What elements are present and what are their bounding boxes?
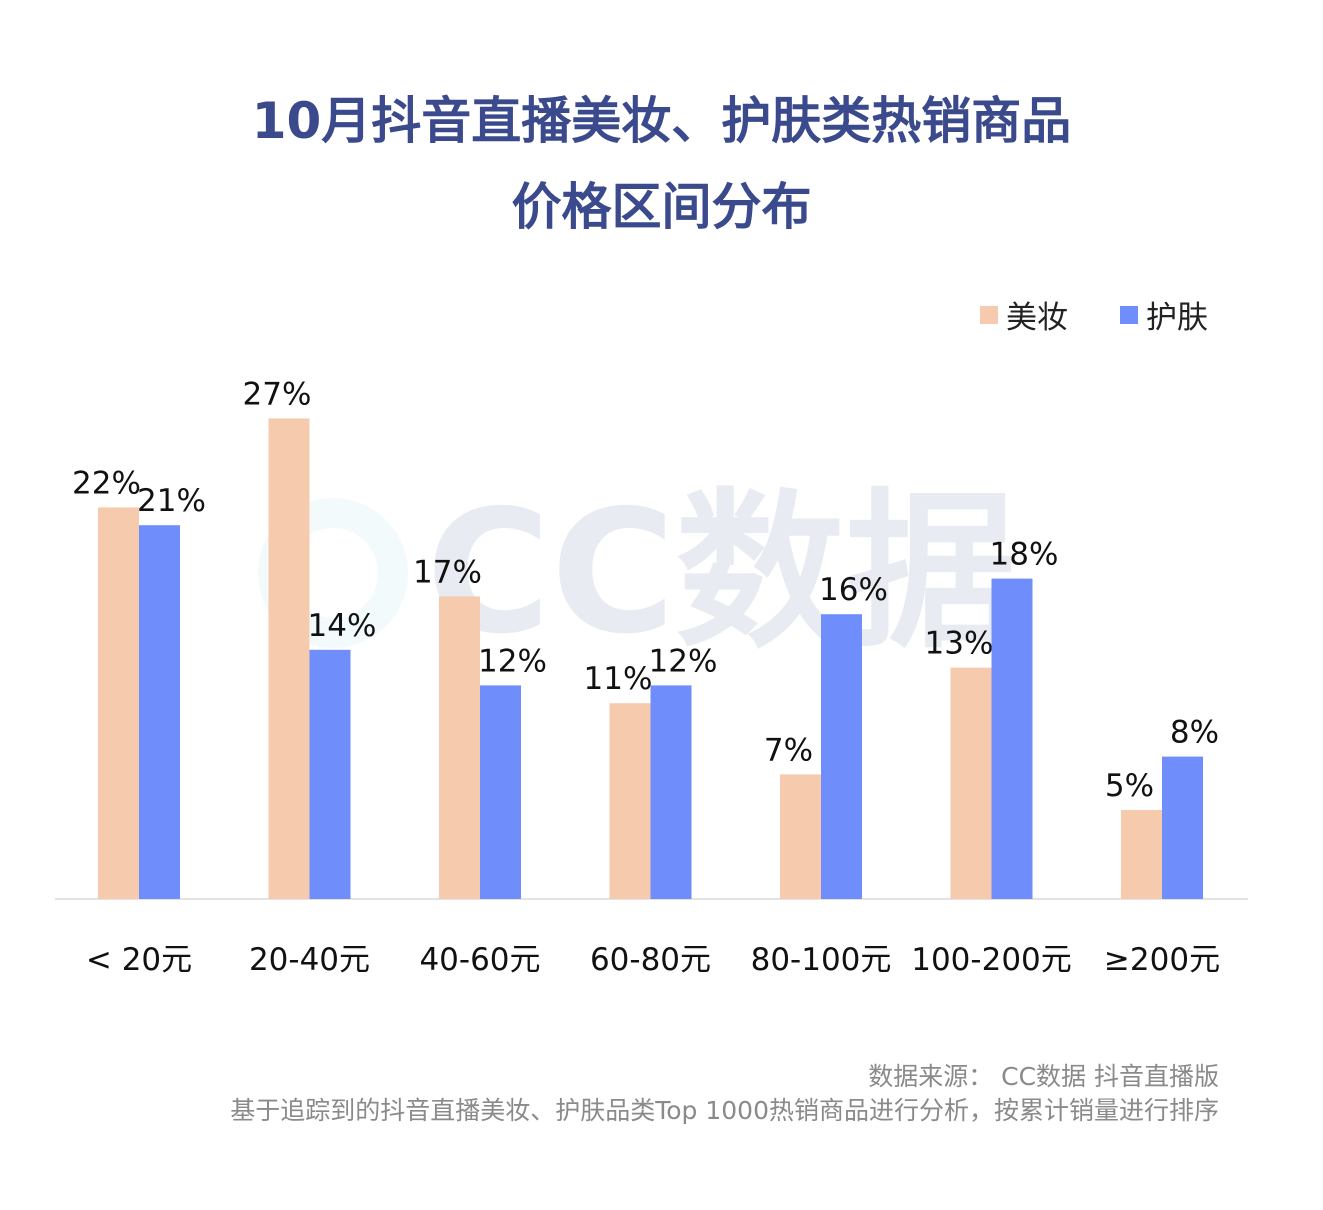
bar-skincare	[650, 685, 692, 899]
bar-makeup	[780, 774, 821, 899]
x-tick-label: 80-100元	[751, 942, 892, 978]
legend-label-makeup: 美妆	[1006, 300, 1068, 336]
chart-title: 10月抖音直播美妆、护肤类热销商品 价格区间分布	[0, 78, 1323, 250]
legend: 美妆 护肤	[980, 292, 1208, 337]
source-note: 数据来源： CC数据 抖音直播版 基于追踪到的抖音直播美妆、护肤品类Top 10…	[230, 1060, 1219, 1128]
bar-makeup	[609, 703, 651, 899]
data-label-makeup: 13%	[925, 626, 994, 662]
legend-item-makeup: 美妆	[980, 292, 1068, 337]
bar-makeup	[98, 507, 139, 899]
bar-makeup	[950, 667, 992, 899]
data-label-makeup: 22%	[72, 465, 141, 501]
bar-makeup	[1121, 810, 1162, 899]
legend-item-skincare: 护肤	[1120, 292, 1208, 337]
data-label-makeup: 17%	[413, 554, 482, 590]
data-label-skincare: 21%	[137, 483, 206, 519]
bar-skincare	[480, 685, 521, 899]
data-label-makeup: 11%	[584, 661, 653, 697]
data-label-skincare: 12%	[649, 643, 718, 679]
legend-swatch-skincare	[1120, 305, 1138, 324]
bar-skincare	[139, 525, 180, 899]
x-tick-label: 100-200元	[911, 942, 1072, 978]
legend-swatch-makeup	[980, 305, 998, 324]
data-label-makeup: 5%	[1105, 768, 1154, 804]
source-line-2: 基于追踪到的抖音直播美妆、护肤品类Top 1000热销商品进行分析，按累计销量进…	[230, 1096, 1219, 1125]
data-label-makeup: 7%	[764, 732, 813, 768]
title-line-2: 价格区间分布	[511, 178, 812, 236]
data-label-skincare: 18%	[990, 537, 1059, 573]
bar-skincare	[309, 649, 351, 899]
x-tick-label: 60-80元	[590, 942, 711, 978]
bar-makeup	[439, 596, 480, 899]
bar-skincare	[1162, 756, 1203, 899]
x-tick-label: < 20元	[86, 942, 192, 978]
title-line-1: 10月抖音直播美妆、护肤类热销商品	[251, 92, 1072, 150]
x-tick-label: 20-40元	[249, 942, 370, 978]
bar-skincare	[821, 614, 862, 899]
data-label-makeup: 27%	[243, 376, 312, 412]
data-label-skincare: 12%	[478, 643, 547, 679]
data-label-skincare: 14%	[308, 608, 377, 644]
data-label-skincare: 16%	[819, 572, 888, 608]
x-tick-label: 40-60元	[419, 942, 540, 978]
source-line-1: 数据来源： CC数据 抖音直播版	[868, 1062, 1219, 1091]
data-label-skincare: 8%	[1170, 715, 1219, 751]
bar-makeup	[268, 418, 310, 899]
legend-label-skincare: 护肤	[1146, 300, 1208, 336]
bar-skincare	[991, 578, 1033, 899]
x-tick-label: ≥200元	[1104, 942, 1220, 978]
